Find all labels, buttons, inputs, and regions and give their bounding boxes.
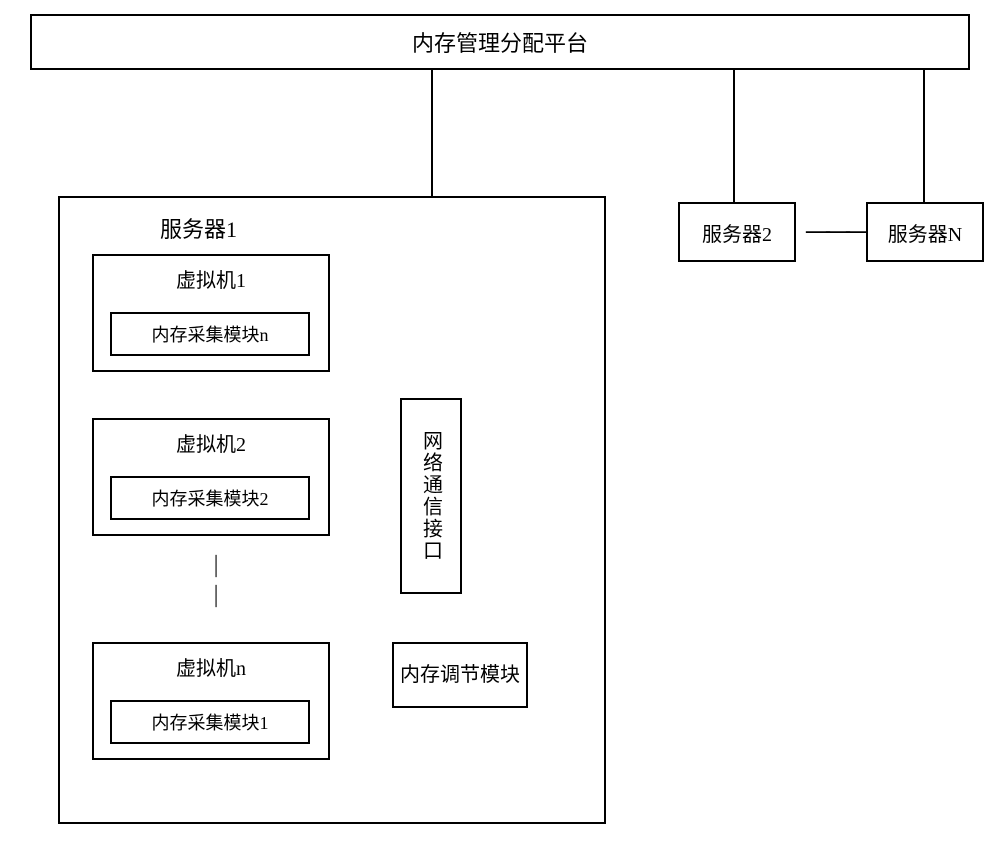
- diagram-canvas: 内存管理分配平台 服务器1 虚拟机1 内存采集模块n 虚拟机2 内存采集模块2 …: [0, 0, 1000, 860]
- vmn-title: 虚拟机n: [176, 652, 246, 681]
- server1-title: 服务器1: [160, 212, 237, 244]
- vm-ellipsis-2: —: [205, 585, 231, 613]
- memadj-label: 内存调节模块: [400, 662, 520, 688]
- vmn-module-label: 内存采集模块1: [152, 709, 269, 735]
- server2-box: 服务器2: [678, 202, 796, 262]
- vm1-module-label: 内存采集模块n: [152, 321, 269, 347]
- memadj-box: 内存调节模块: [392, 642, 528, 708]
- vmn-module-box: 内存采集模块1: [110, 700, 310, 744]
- platform-label: 内存管理分配平台: [412, 26, 588, 58]
- server2-label: 服务器2: [702, 218, 772, 247]
- vm-ellipsis: —: [205, 555, 231, 583]
- serverN-label: 服务器N: [888, 218, 962, 247]
- platform-box: 内存管理分配平台: [30, 14, 970, 70]
- vm2-title: 虚拟机2: [176, 428, 246, 457]
- vm1-title: 虚拟机1: [176, 264, 246, 293]
- serverN-box: 服务器N: [866, 202, 984, 262]
- vm1-module-box: 内存采集模块n: [110, 312, 310, 356]
- vm2-module-label: 内存采集模块2: [152, 485, 269, 511]
- netif-box: 网络通信接口: [400, 398, 462, 594]
- vm2-module-box: 内存采集模块2: [110, 476, 310, 520]
- netif-label: 网络通信接口: [417, 430, 446, 562]
